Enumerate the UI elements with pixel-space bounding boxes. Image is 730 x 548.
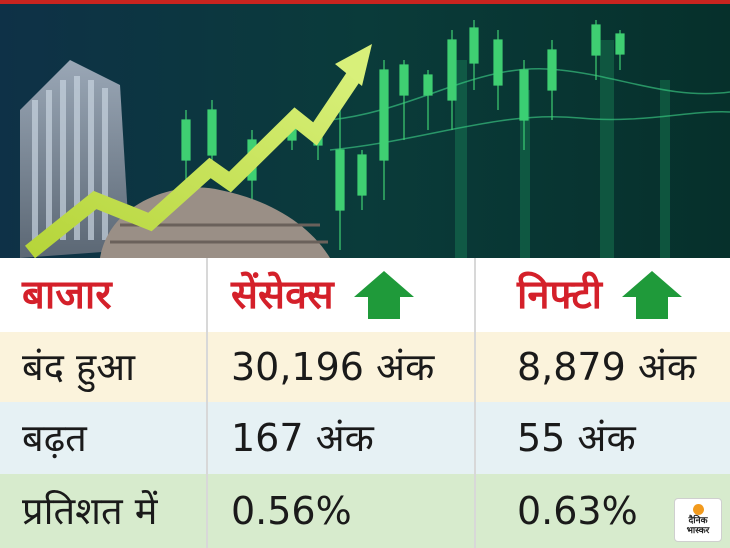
nifty-value-text: 0.63% (517, 489, 638, 533)
stock-market-chart-graphic (0, 0, 730, 258)
row-label-text: प्रतिशत में (22, 489, 158, 533)
sensex-value: 167 अंक (207, 402, 475, 474)
up-arrow-icon (622, 271, 682, 319)
table-header-row: बाजार सेंसेक्स निफ्टी (0, 258, 730, 332)
nifty-value: 55 अंक (475, 402, 730, 474)
hero-banner (0, 0, 730, 258)
sensex-value: 30,196 अंक (207, 332, 475, 402)
logo-line1: दैनिक (688, 516, 708, 527)
market-summary-table: बाजार सेंसेक्स निफ्टी बंद हुआ 30,196 अंक… (0, 258, 730, 548)
column-divider (206, 258, 208, 332)
column-divider (474, 474, 476, 548)
row-label: बंद हुआ (0, 332, 207, 402)
column-divider (474, 332, 476, 402)
nifty-value-text: 8,879 अंक (517, 345, 697, 389)
header-market: बाजार (0, 258, 207, 332)
up-arrow-icon (353, 271, 414, 319)
header-nifty: निफ्टी (475, 258, 730, 332)
sensex-value-text: 0.56% (231, 489, 352, 533)
header-sensex: सेंसेक्स (207, 258, 475, 332)
row-label: बढ़त (0, 402, 207, 474)
logo-line2: भास्कर (686, 525, 710, 536)
row-label: प्रतिशत में (0, 474, 207, 548)
sun-icon (692, 504, 704, 516)
column-divider (474, 402, 476, 474)
header-market-label: बाजार (22, 272, 112, 318)
table-row-gain: बढ़त 167 अंक 55 अंक (0, 402, 730, 474)
dainik-bhaskar-logo: दैनिक भास्कर (674, 498, 722, 542)
table-row-closed: बंद हुआ 30,196 अंक 8,879 अंक (0, 332, 730, 402)
nifty-value-text: 55 अंक (517, 416, 636, 460)
header-nifty-label: निफ्टी (517, 272, 602, 318)
row-label-text: बंद हुआ (22, 345, 135, 389)
sensex-value-text: 30,196 अंक (231, 345, 435, 389)
nifty-value: 0.63% (475, 474, 730, 548)
table-row-percent: प्रतिशत में 0.56% 0.63% (0, 474, 730, 548)
sensex-value: 0.56% (207, 474, 475, 548)
column-divider (206, 402, 208, 474)
column-divider (474, 258, 476, 332)
column-divider (206, 332, 208, 402)
sensex-value-text: 167 अंक (231, 416, 374, 460)
row-label-text: बढ़त (22, 416, 87, 460)
column-divider (206, 474, 208, 548)
nifty-value: 8,879 अंक (475, 332, 730, 402)
header-sensex-label: सेंसेक्स (231, 272, 334, 318)
